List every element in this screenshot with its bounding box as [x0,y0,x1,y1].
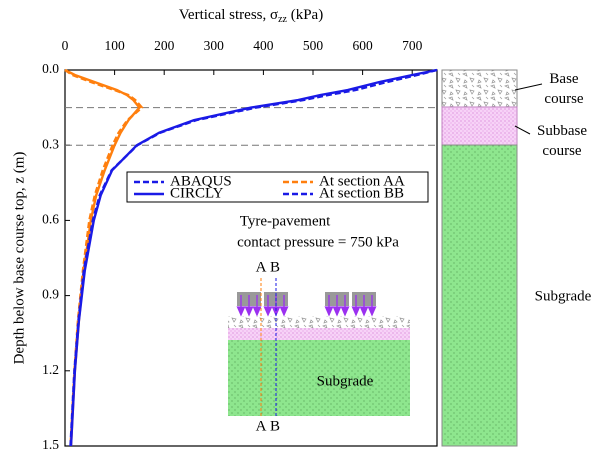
base-layer [442,70,517,107]
y-tick-label: 1.5 [42,437,59,452]
section-label: B [270,418,280,434]
inset-subbase [228,328,410,340]
arrow [515,84,542,90]
x-tick-label: 200 [154,38,175,53]
legend-label: CIRCLY [170,185,224,201]
x-tick-label: 300 [204,38,225,53]
y-tick-label: 0.3 [42,136,59,151]
y-tick-label: 0.6 [42,211,59,226]
x-axis-label-text: Vertical stress, σ [179,7,278,23]
section-label: A [256,418,267,434]
layer-column [442,70,542,446]
x-tick-label: 100 [104,38,125,53]
y-tick-label: 0.0 [42,61,59,76]
inset-subgrade-label: Subgrade [317,373,374,389]
x-tick-label: 700 [402,38,423,53]
inset-title: Tyre-pavement [240,213,331,229]
layer-label: Subgrade [535,288,592,304]
x-axis-label-unit: (kPa) [287,7,323,23]
stress-curve [65,70,142,446]
y-tick-label: 0.9 [42,287,59,302]
x-tick-label: 400 [253,38,274,53]
chart: 0 100 200 300 400 500 600 700 0.0 0.3 0.6 0.9 1.2 1.5… [0,0,601,454]
section-label: B [270,259,280,275]
subbase-layer [442,107,517,145]
inset-title: contact pressure = 750 kPa [237,234,399,250]
stress-curve [65,70,139,446]
x-tick-label: 600 [352,38,373,53]
legend-label: At section BB [319,185,404,201]
section-label: A [256,259,267,275]
y-tick-label: 1.2 [42,362,59,377]
x-tick-label: 0 [62,38,69,53]
y-axis-label: Depth below base course top, z (m) [11,152,27,365]
inset-base [228,316,410,328]
subgrade-layer [442,145,517,446]
x-tick-label: 500 [303,38,324,53]
x-axis-label: Vertical stress, σzz (kPa) [179,7,323,25]
